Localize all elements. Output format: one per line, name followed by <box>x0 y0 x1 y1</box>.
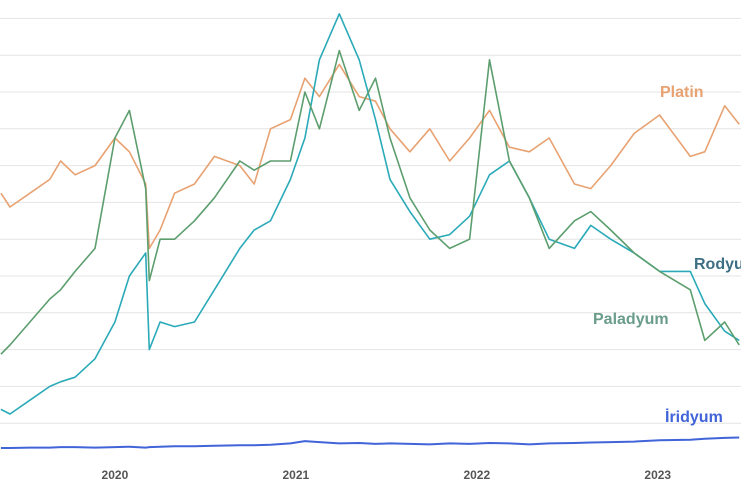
x-tick-label: 2023 <box>644 468 671 482</box>
series-label: İridyum <box>665 408 723 426</box>
series-line <box>0 13 740 415</box>
x-tick-label: 2021 <box>283 468 310 482</box>
series-line <box>0 63 740 250</box>
x-tick-label: 2022 <box>463 468 490 482</box>
x-tick-label: 2020 <box>102 468 129 482</box>
series-line <box>0 436 740 449</box>
series-label: Platin <box>660 84 704 101</box>
series-label: Paladyum <box>593 311 669 328</box>
series-label: Rodyum <box>694 256 741 273</box>
series-line <box>0 49 740 355</box>
